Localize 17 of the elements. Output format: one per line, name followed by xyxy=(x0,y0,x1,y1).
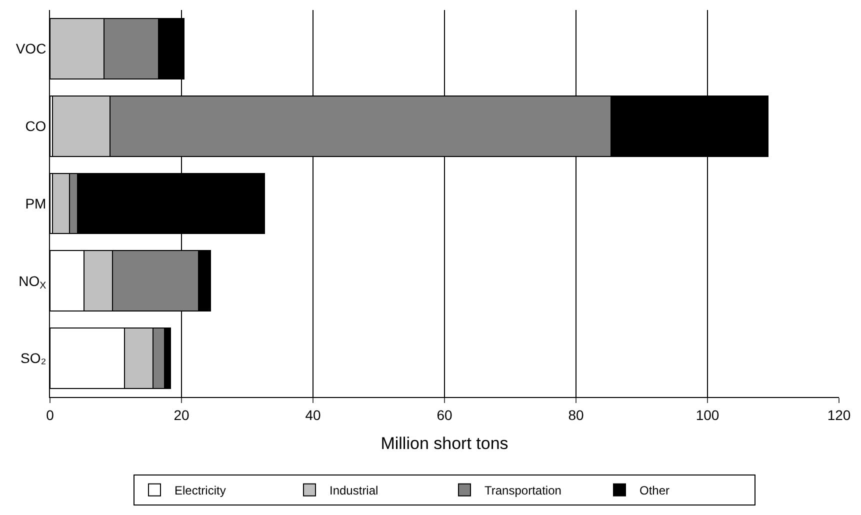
x-tick-label: 120 xyxy=(827,406,851,423)
y-tick-label: PM xyxy=(25,195,46,212)
x-tick-label: 100 xyxy=(696,406,720,423)
legend-label: Industrial xyxy=(330,484,378,498)
y-tick-label: SO₂ xyxy=(20,350,46,366)
x-tick-label: 60 xyxy=(436,406,452,423)
x-tick-label: 80 xyxy=(568,406,584,423)
y-tick-label: NO$_{X}$ xyxy=(18,272,47,292)
legend-label: Transportation xyxy=(484,484,562,498)
legend-label: Other xyxy=(640,484,670,498)
legend-label: Electricity xyxy=(174,484,226,498)
x-tick-label: 20 xyxy=(174,406,190,423)
x-tick-label: 0 xyxy=(46,406,54,423)
y-tick-label: CO xyxy=(25,118,46,134)
x-axis-title: Million short tons xyxy=(380,434,508,454)
y-tick-label: VOC xyxy=(16,40,46,57)
x-tick-label: 40 xyxy=(305,406,321,423)
